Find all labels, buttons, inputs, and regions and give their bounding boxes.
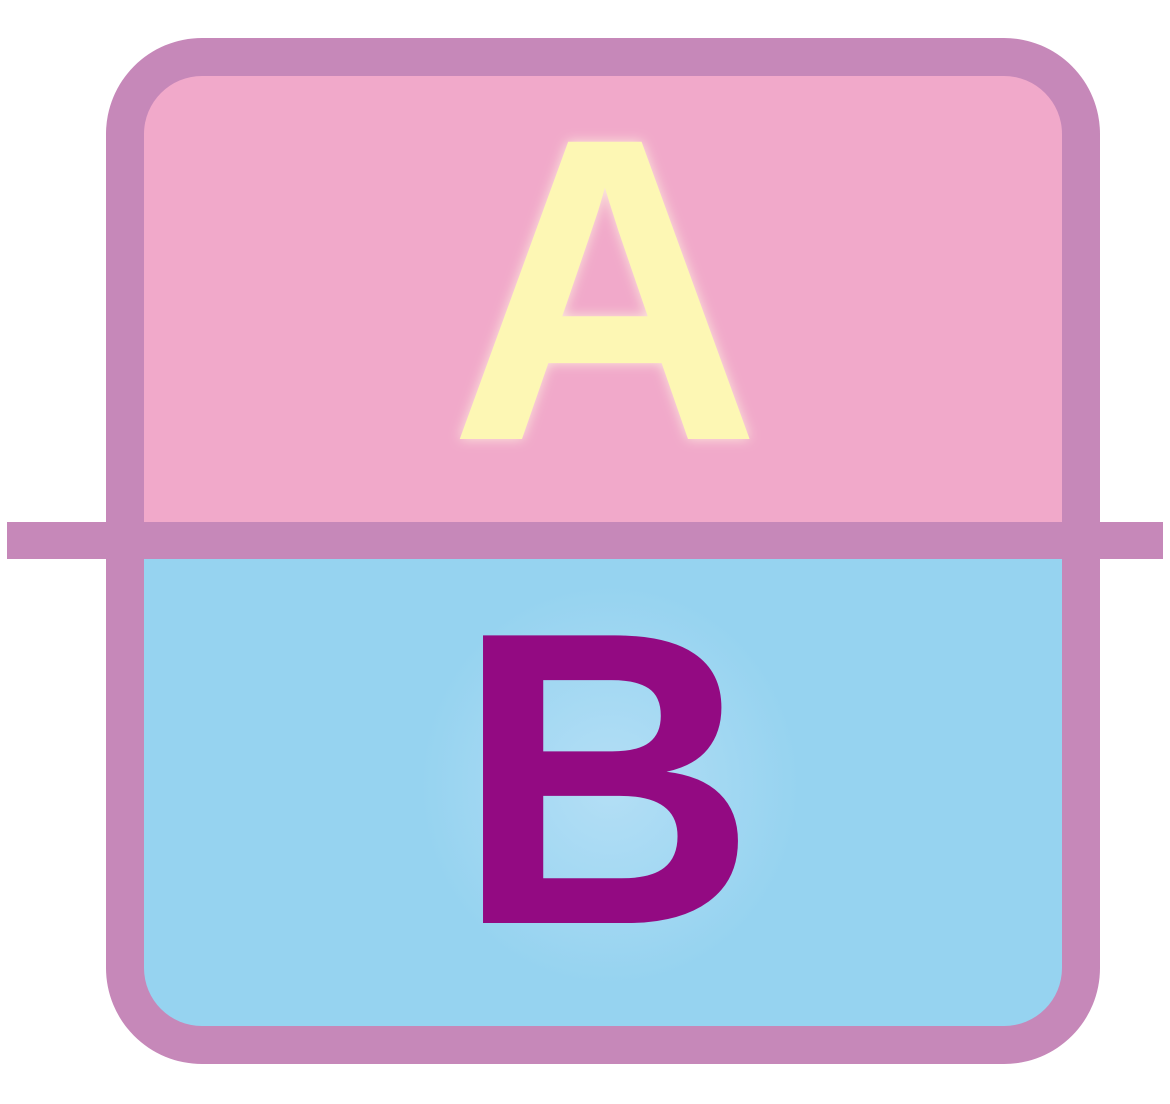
bottom-letter: B — [455, 545, 757, 1012]
divider-bar — [7, 522, 1163, 559]
top-letter: A — [449, 48, 761, 531]
top-panel — [144, 76, 1062, 522]
bottom-letter-glow — [420, 585, 800, 985]
